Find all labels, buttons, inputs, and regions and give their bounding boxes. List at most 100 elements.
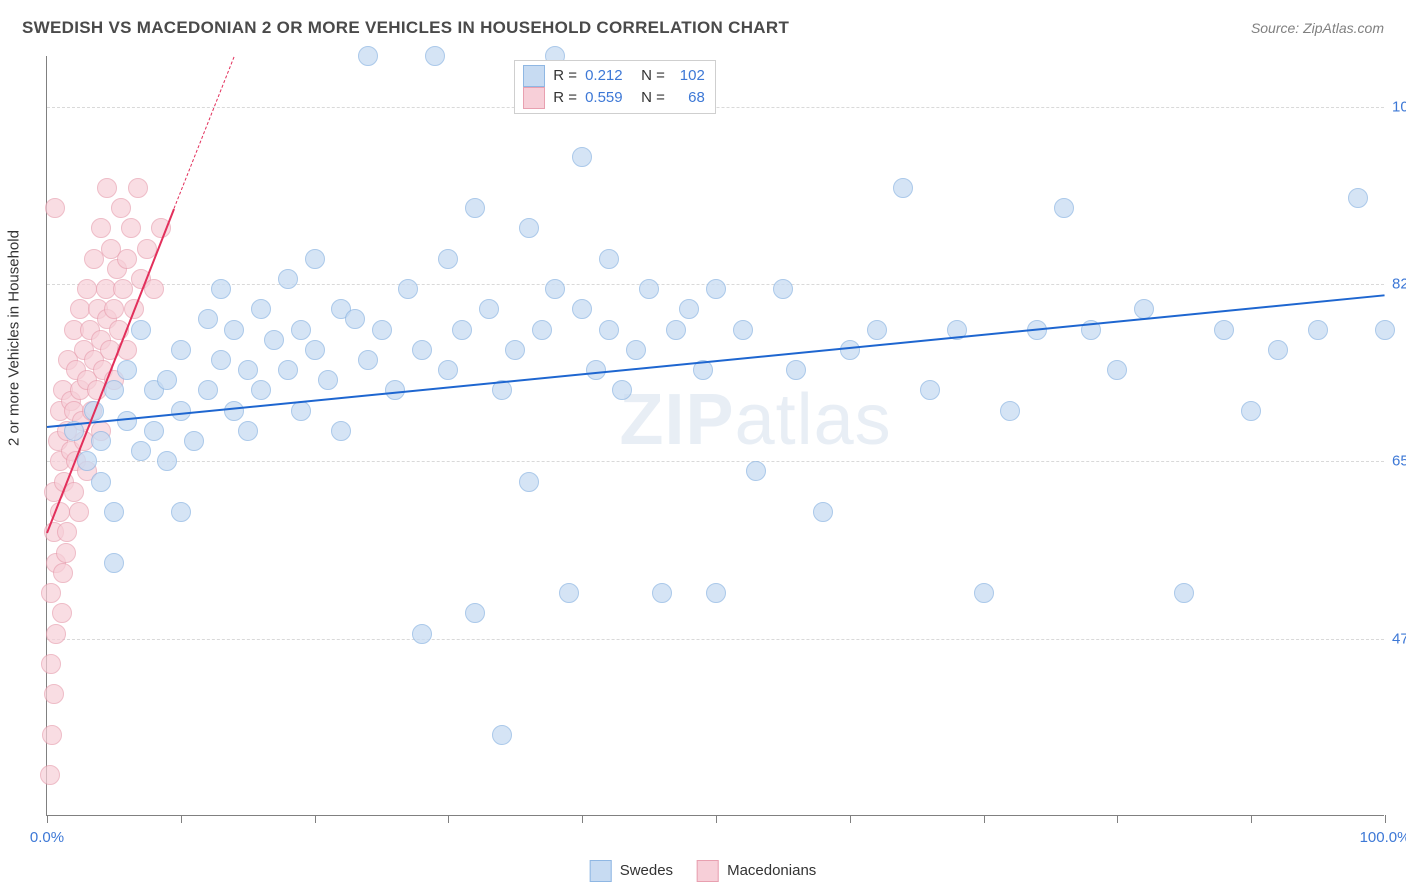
- x-tick: [1385, 815, 1386, 823]
- swede-point: [452, 320, 472, 340]
- swatch-swedes: [590, 860, 612, 882]
- swede-point: [104, 380, 124, 400]
- stats-legend-row: R =0.559N =68: [523, 87, 705, 109]
- macedonian-point: [57, 522, 77, 542]
- swede-point: [131, 441, 151, 461]
- swede-point: [974, 583, 994, 603]
- source-attribution: Source: ZipAtlas.com: [1251, 20, 1384, 36]
- swede-point: [305, 249, 325, 269]
- n-label: N =: [641, 65, 665, 87]
- swede-point: [157, 370, 177, 390]
- swede-point: [465, 198, 485, 218]
- macedonian-point: [104, 299, 124, 319]
- swede-point: [679, 299, 699, 319]
- swede-point: [438, 360, 458, 380]
- swede-point: [545, 279, 565, 299]
- swede-point: [305, 340, 325, 360]
- macedonian-point: [117, 249, 137, 269]
- swede-point: [171, 340, 191, 360]
- swede-point: [198, 309, 218, 329]
- x-tick-label: 0.0%: [30, 829, 64, 846]
- swede-point: [104, 502, 124, 522]
- swede-point: [171, 401, 191, 421]
- legend-label-swedes: Swedes: [620, 860, 673, 882]
- stats-legend: R =0.212N =102R =0.559N =68: [514, 60, 716, 114]
- swede-point: [599, 249, 619, 269]
- swede-point: [519, 218, 539, 238]
- swede-point: [291, 320, 311, 340]
- macedonian-point: [52, 603, 72, 623]
- n-label: N =: [641, 87, 665, 109]
- swede-point: [706, 279, 726, 299]
- gridline: [47, 461, 1384, 462]
- scatter-plot-area: ZIPatlas 47.5%65.0%82.5%100.0%0.0%100.0%: [46, 56, 1384, 816]
- swede-point: [117, 411, 137, 431]
- x-tick-label: 100.0%: [1360, 829, 1406, 846]
- swede-point: [278, 269, 298, 289]
- x-tick: [1117, 815, 1118, 823]
- swede-point: [211, 279, 231, 299]
- r-label: R =: [553, 87, 577, 109]
- macedonian-point: [121, 218, 141, 238]
- macedonian-point: [41, 583, 61, 603]
- macedonian-point: [144, 279, 164, 299]
- swede-point: [104, 553, 124, 573]
- swede-point: [519, 472, 539, 492]
- swede-point: [278, 360, 298, 380]
- swede-point: [599, 320, 619, 340]
- swede-point: [840, 340, 860, 360]
- macedonian-point: [97, 178, 117, 198]
- macedonian-point: [41, 654, 61, 674]
- y-tick-label: 65.0%: [1392, 453, 1406, 470]
- swede-point: [893, 178, 913, 198]
- swede-point: [920, 380, 940, 400]
- swede-point: [77, 451, 97, 471]
- swede-point: [532, 320, 552, 340]
- swede-point: [398, 279, 418, 299]
- swede-point: [117, 360, 137, 380]
- series-legend: Swedes Macedonians: [590, 860, 817, 882]
- swede-point: [238, 360, 258, 380]
- macedonian-point: [77, 279, 97, 299]
- legend-item-swedes: Swedes: [590, 860, 673, 882]
- swede-point: [867, 320, 887, 340]
- x-tick: [582, 815, 583, 823]
- watermark-bold: ZIP: [620, 380, 735, 460]
- swede-point: [198, 380, 218, 400]
- y-axis-title: 2 or more Vehicles in Household: [6, 230, 23, 446]
- macedonian-point: [69, 502, 89, 522]
- legend-item-macedonians: Macedonians: [697, 860, 816, 882]
- swede-point: [91, 472, 111, 492]
- r-value: 0.559: [585, 87, 633, 109]
- swede-point: [746, 461, 766, 481]
- swede-point: [465, 603, 485, 623]
- y-tick-label: 47.5%: [1392, 630, 1406, 647]
- swede-point: [652, 583, 672, 603]
- swede-point: [1107, 360, 1127, 380]
- macedonian-point: [44, 684, 64, 704]
- swede-point: [586, 360, 606, 380]
- swede-point: [131, 320, 151, 340]
- swede-point: [666, 320, 686, 340]
- swede-point: [1174, 583, 1194, 603]
- macedonian-point: [53, 563, 73, 583]
- swede-point: [1241, 401, 1261, 421]
- swede-point: [224, 320, 244, 340]
- swede-point: [773, 279, 793, 299]
- swede-point: [331, 421, 351, 441]
- x-tick: [181, 815, 182, 823]
- swede-point: [733, 320, 753, 340]
- swede-point: [639, 279, 659, 299]
- macedonian-point: [91, 218, 111, 238]
- r-label: R =: [553, 65, 577, 87]
- swede-point: [171, 502, 191, 522]
- y-tick-label: 100.0%: [1392, 98, 1406, 115]
- macedonian-point: [40, 765, 60, 785]
- swede-point: [264, 330, 284, 350]
- x-tick: [1251, 815, 1252, 823]
- swede-point: [358, 350, 378, 370]
- swede-point: [572, 147, 592, 167]
- swede-point: [1348, 188, 1368, 208]
- swede-point: [1054, 198, 1074, 218]
- swede-point: [345, 309, 365, 329]
